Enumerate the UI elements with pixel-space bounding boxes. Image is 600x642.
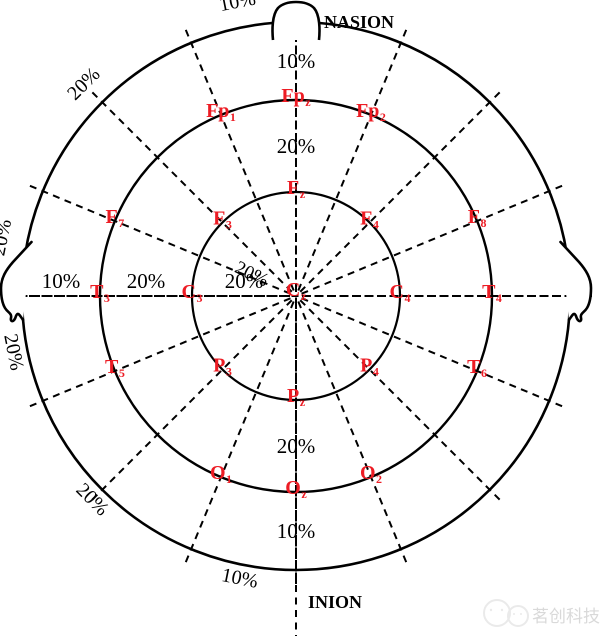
svg-text:NASION: NASION (324, 12, 394, 32)
svg-text:20%: 20% (127, 269, 166, 293)
svg-text:茗创科技: 茗创科技 (532, 607, 600, 626)
svg-text:20%: 20% (277, 434, 316, 458)
svg-text:10%: 10% (277, 519, 316, 543)
svg-text:INION: INION (308, 592, 362, 612)
svg-text:20%: 20% (277, 134, 316, 158)
svg-text:10%: 10% (277, 49, 316, 73)
svg-text:10%: 10% (42, 269, 81, 293)
